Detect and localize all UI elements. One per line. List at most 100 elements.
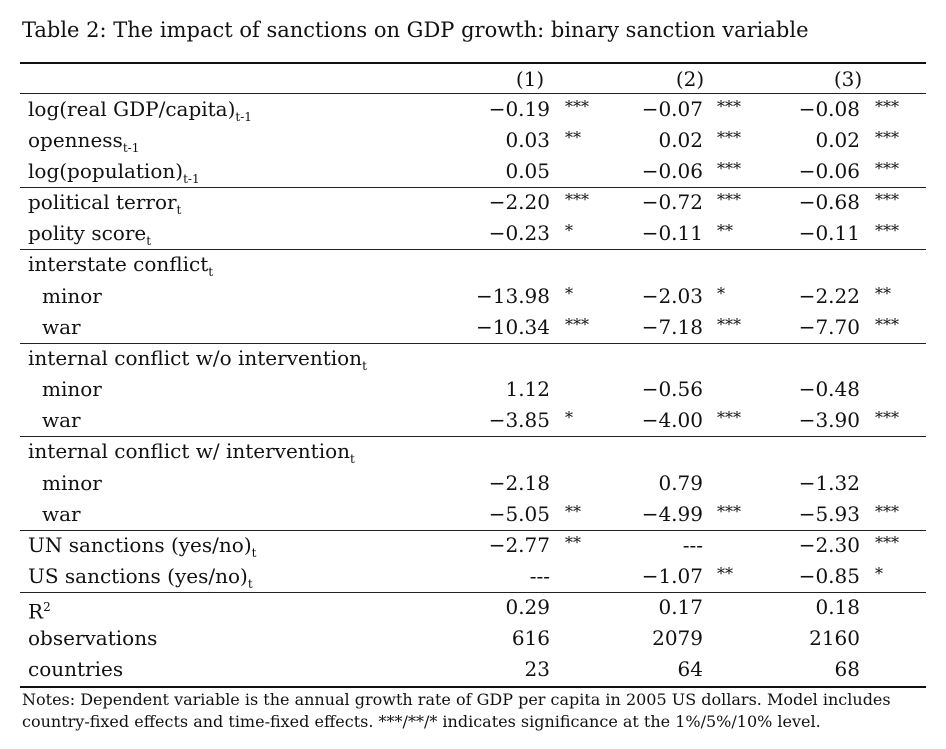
- cell-value: −0.48: [798, 377, 860, 401]
- cell-value: −0.11: [798, 221, 860, 245]
- cell-value: 68: [834, 657, 860, 681]
- section-rule: [20, 592, 926, 593]
- cell-value: −5.05: [488, 502, 550, 526]
- cell-value: −0.85: [798, 564, 860, 588]
- row-label-text: US sanctions (yes/no): [28, 564, 248, 588]
- table-row: internal conflict w/ interventiont: [0, 436, 946, 467]
- row-label: war: [42, 502, 81, 526]
- row-label-text: war: [42, 502, 81, 526]
- section-rule: [20, 686, 926, 688]
- row-label: internal conflict w/ interventiont: [28, 439, 355, 471]
- cell-value: −2.18: [488, 471, 550, 495]
- significance-stars: ***: [875, 128, 899, 147]
- row-label: log(population)t-1: [28, 159, 200, 191]
- header-rule: [20, 93, 926, 94]
- row-label: opennesst-1: [28, 128, 139, 160]
- significance-stars: ***: [875, 221, 899, 240]
- table-row: opennesst-1 0.03 ** 0.02 *** 0.02 ***: [0, 125, 946, 156]
- table-row: war −10.34 *** −7.18 *** −7.70 ***: [0, 312, 946, 343]
- significance-stars: **: [875, 284, 891, 303]
- cell-value: 0.79: [658, 471, 703, 495]
- cell-value: 0.29: [505, 595, 550, 619]
- cell-value: −0.56: [641, 377, 703, 401]
- cell-value: −0.23: [488, 221, 550, 245]
- significance-stars: ***: [565, 190, 589, 209]
- cell-value: −0.11: [641, 221, 703, 245]
- row-label: minor: [42, 471, 102, 495]
- row-label-text: log(population): [28, 159, 184, 183]
- row-label-text: minor: [42, 284, 102, 308]
- row-label: internal conflict w/o interventiont: [28, 346, 367, 378]
- row-label-subscript: t-1: [183, 172, 200, 186]
- significance-stars: *: [717, 284, 725, 303]
- table-row: log(real GDP/capita)t-1 −0.19 *** −0.07 *** −…: [0, 94, 946, 125]
- cell-value: 0.18: [815, 595, 860, 619]
- cell-value: 0.17: [658, 595, 703, 619]
- cell-value: 2160: [809, 626, 860, 650]
- row-label-text: observations: [28, 626, 158, 650]
- cell-value: −1.07: [641, 564, 703, 588]
- significance-stars: ***: [717, 159, 741, 178]
- row-label: UN sanctions (yes/no)t: [28, 533, 256, 565]
- row-label-text: minor: [42, 377, 102, 401]
- row-label-text: war: [42, 315, 81, 339]
- significance-stars: ***: [875, 190, 899, 209]
- table-caption: Table 2: The impact of sanctions on GDP …: [22, 18, 809, 42]
- row-label: political terrort: [28, 190, 181, 222]
- row-label-text: log(real GDP/capita): [28, 97, 236, 121]
- row-label-subscript: t-1: [235, 110, 252, 124]
- cell-value: −0.06: [798, 159, 860, 183]
- cell-value: 1.12: [505, 377, 550, 401]
- table-row: UN sanctions (yes/no)t −2.77 ** --- −2.30 ***: [0, 530, 946, 561]
- cell-value: −2.20: [488, 190, 550, 214]
- row-label: minor: [42, 284, 102, 308]
- cell-value: 0.02: [658, 128, 703, 152]
- row-label-subscript: t-1: [122, 141, 140, 155]
- cell-value: −0.08: [798, 97, 860, 121]
- row-label-superscript: 2: [43, 600, 51, 614]
- cell-value: −7.18: [641, 315, 703, 339]
- row-label-text: internal conflict w/ intervention: [28, 439, 351, 463]
- row-label-text: R: [28, 599, 44, 624]
- significance-stars: ***: [717, 315, 741, 334]
- section-rule: [20, 187, 926, 188]
- cell-value: −2.77: [488, 533, 550, 557]
- significance-stars: **: [565, 533, 581, 552]
- significance-stars: ***: [717, 97, 741, 116]
- row-label: observations: [28, 626, 157, 650]
- significance-stars: **: [717, 564, 733, 583]
- row-label-subscript: t: [146, 234, 152, 248]
- row-label: war: [42, 315, 81, 339]
- row-label-text: political terror: [28, 190, 177, 214]
- row-label-subscript: t: [208, 265, 214, 279]
- cell-value: −0.06: [641, 159, 703, 183]
- row-label-text: polity score: [28, 221, 147, 245]
- section-rule: [20, 530, 926, 531]
- cell-value: 64: [677, 657, 703, 681]
- row-label-subscript: t: [176, 203, 182, 217]
- cell-value: −0.19: [488, 97, 550, 121]
- column-header-2: (2): [675, 67, 705, 91]
- significance-stars: ***: [717, 502, 741, 521]
- cell-value: −0.68: [798, 190, 860, 214]
- row-label-text: minor: [42, 471, 102, 495]
- significance-stars: ***: [565, 97, 589, 116]
- table-notes: Notes: Dependent variable is the annual …: [22, 690, 891, 731]
- row-label-text: openness: [28, 128, 123, 152]
- column-header-1: (1): [515, 67, 545, 91]
- significance-stars: *: [565, 284, 573, 303]
- row-label: war: [42, 408, 81, 432]
- cell-value: −1.32: [798, 471, 860, 495]
- cell-value: −13.98: [475, 284, 550, 308]
- table-row: war −3.85 * −4.00 *** −3.90 ***: [0, 405, 946, 436]
- cell-value: −4.00: [641, 408, 703, 432]
- top-rule: [20, 62, 926, 64]
- cell-value: −10.34: [475, 315, 550, 339]
- cell-value: ---: [682, 533, 703, 557]
- row-label-subscript: t: [362, 359, 367, 373]
- significance-stars: ***: [717, 190, 741, 209]
- cell-value: −0.72: [641, 190, 703, 214]
- section-rule: [20, 343, 926, 344]
- column-header-3: (3): [833, 67, 863, 91]
- table-row: minor −13.98 * −2.03 * −2.22 **: [0, 281, 946, 312]
